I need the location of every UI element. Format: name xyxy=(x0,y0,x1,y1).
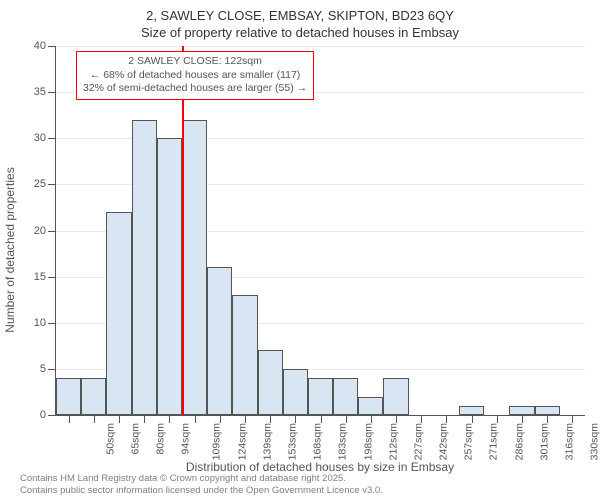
x-tick xyxy=(547,415,548,423)
y-tick xyxy=(48,138,56,139)
chart-titles: 2, SAWLEY CLOSE, EMBSAY, SKIPTON, BD23 6… xyxy=(0,0,600,42)
histogram-bar xyxy=(106,212,131,415)
x-tick xyxy=(119,415,120,423)
histogram-bar xyxy=(358,397,383,415)
title-line-1: 2, SAWLEY CLOSE, EMBSAY, SKIPTON, BD23 6… xyxy=(0,8,600,25)
y-tick xyxy=(48,92,56,93)
y-tick-label: 5 xyxy=(40,363,46,375)
x-tick-label: 153sqm xyxy=(286,423,298,460)
title-line-2: Size of property relative to detached ho… xyxy=(0,25,600,42)
gridline xyxy=(56,46,585,47)
x-tick xyxy=(446,415,447,423)
annotation-line: 2 SAWLEY CLOSE: 122sqm xyxy=(83,55,307,69)
annotation-line: 32% of semi-detached houses are larger (… xyxy=(83,82,307,96)
x-tick xyxy=(270,415,271,423)
y-tick-label: 10 xyxy=(34,317,46,329)
histogram-bar xyxy=(333,378,358,415)
x-tick xyxy=(195,415,196,423)
x-tick-label: 168sqm xyxy=(311,423,323,460)
x-tick-label: 50sqm xyxy=(104,423,116,455)
x-tick-label: 183sqm xyxy=(337,423,349,460)
x-tick xyxy=(169,415,170,423)
x-tick xyxy=(321,415,322,423)
x-tick xyxy=(421,415,422,423)
y-axis-label: Number of detached properties xyxy=(3,167,17,332)
x-tick-label: 257sqm xyxy=(463,423,475,460)
y-tick-label: 20 xyxy=(34,225,46,237)
x-tick-label: 316sqm xyxy=(563,423,575,460)
histogram-bar xyxy=(535,406,560,415)
x-tick xyxy=(371,415,372,423)
x-tick-label: 139sqm xyxy=(261,423,273,460)
x-tick-label: 80sqm xyxy=(154,423,166,455)
x-tick xyxy=(94,415,95,423)
annotation-line: ← 68% of detached houses are smaller (11… xyxy=(83,69,307,83)
x-axis-label: Distribution of detached houses by size … xyxy=(55,460,585,474)
histogram-bar xyxy=(207,267,232,415)
histogram-bar xyxy=(56,378,81,415)
x-tick-label: 65sqm xyxy=(129,423,141,455)
x-tick-label: 330sqm xyxy=(589,423,600,460)
histogram-bar xyxy=(157,138,182,415)
y-tick xyxy=(48,323,56,324)
x-tick-label: 301sqm xyxy=(538,423,550,460)
histogram-bar xyxy=(509,406,534,415)
x-tick xyxy=(346,415,347,423)
y-tick-label: 15 xyxy=(34,271,46,283)
x-tick xyxy=(396,415,397,423)
histogram-bar xyxy=(283,369,308,415)
x-tick-label: 212sqm xyxy=(387,423,399,460)
subject-marker-line xyxy=(182,46,184,415)
x-tick xyxy=(69,415,70,423)
x-tick-label: 198sqm xyxy=(362,423,374,460)
y-tick xyxy=(48,277,56,278)
x-tick xyxy=(522,415,523,423)
chart-container: 2, SAWLEY CLOSE, EMBSAY, SKIPTON, BD23 6… xyxy=(0,0,600,500)
x-tick-label: 286sqm xyxy=(513,423,525,460)
x-tick xyxy=(220,415,221,423)
x-tick-label: 124sqm xyxy=(236,423,248,460)
y-tick-label: 35 xyxy=(34,86,46,98)
x-tick-label: 94sqm xyxy=(180,423,192,455)
histogram-bar xyxy=(132,120,157,415)
y-tick-label: 30 xyxy=(34,132,46,144)
histogram-bar xyxy=(383,378,408,415)
x-tick-label: 227sqm xyxy=(412,423,424,460)
y-tick-label: 0 xyxy=(40,409,46,421)
y-tick xyxy=(48,415,56,416)
y-tick xyxy=(48,46,56,47)
histogram-bar xyxy=(459,406,484,415)
y-tick-label: 40 xyxy=(34,40,46,52)
y-tick xyxy=(48,369,56,370)
x-tick-label: 242sqm xyxy=(437,423,449,460)
histogram-bar xyxy=(308,378,333,415)
annotation-box: 2 SAWLEY CLOSE: 122sqm← 68% of detached … xyxy=(76,51,314,100)
x-tick xyxy=(295,415,296,423)
footer-line-2: Contains public sector information licen… xyxy=(20,485,383,496)
x-tick xyxy=(245,415,246,423)
y-tick xyxy=(48,231,56,232)
histogram-bar xyxy=(81,378,106,415)
histogram-bar xyxy=(232,295,257,415)
chart-footer: Contains HM Land Registry data © Crown c… xyxy=(20,473,383,496)
x-tick-label: 109sqm xyxy=(211,423,223,460)
plot-area: 051015202530354050sqm65sqm80sqm94sqm109s… xyxy=(55,46,585,416)
y-tick-label: 25 xyxy=(34,178,46,190)
x-tick xyxy=(144,415,145,423)
x-tick xyxy=(497,415,498,423)
footer-line-1: Contains HM Land Registry data © Crown c… xyxy=(20,473,383,484)
histogram-bar xyxy=(258,350,283,415)
x-tick xyxy=(472,415,473,423)
y-tick xyxy=(48,184,56,185)
histogram-bar xyxy=(182,120,207,415)
x-tick xyxy=(572,415,573,423)
x-tick-label: 271sqm xyxy=(488,423,500,460)
